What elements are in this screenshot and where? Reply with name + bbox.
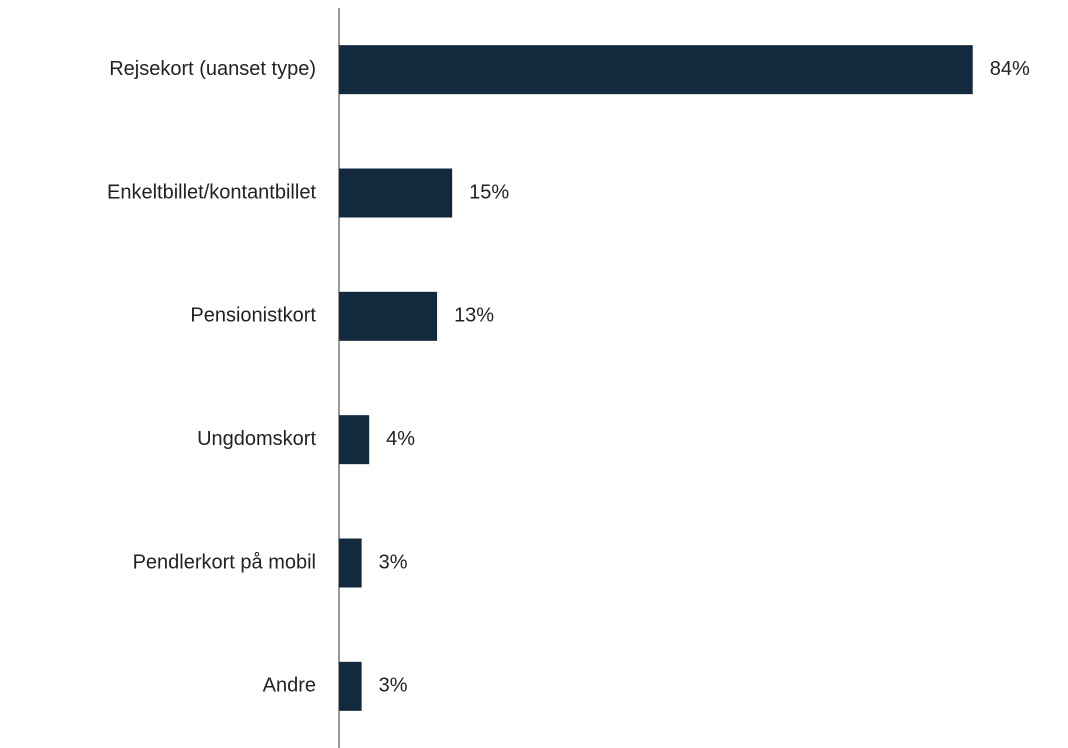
value-label: 13% xyxy=(454,305,494,327)
value-label: 84% xyxy=(990,58,1030,80)
bar xyxy=(339,538,362,588)
value-label: 3% xyxy=(379,675,408,697)
category-label: Andre xyxy=(263,675,316,697)
category-label: Rejsekort (uanset type) xyxy=(109,58,316,80)
bar xyxy=(339,415,370,465)
bar xyxy=(339,168,453,218)
category-label: Pensionistkort xyxy=(190,305,316,327)
value-label: 3% xyxy=(379,551,408,573)
category-label: Enkeltbillet/kontantbillet xyxy=(107,181,316,203)
category-label: Ungdomskort xyxy=(197,428,316,450)
bar xyxy=(339,291,438,341)
bar xyxy=(339,45,973,95)
bar xyxy=(339,661,362,711)
category-label: Pendlerkort på mobil xyxy=(133,551,316,573)
value-label: 15% xyxy=(469,181,509,203)
value-label: 4% xyxy=(386,428,415,450)
